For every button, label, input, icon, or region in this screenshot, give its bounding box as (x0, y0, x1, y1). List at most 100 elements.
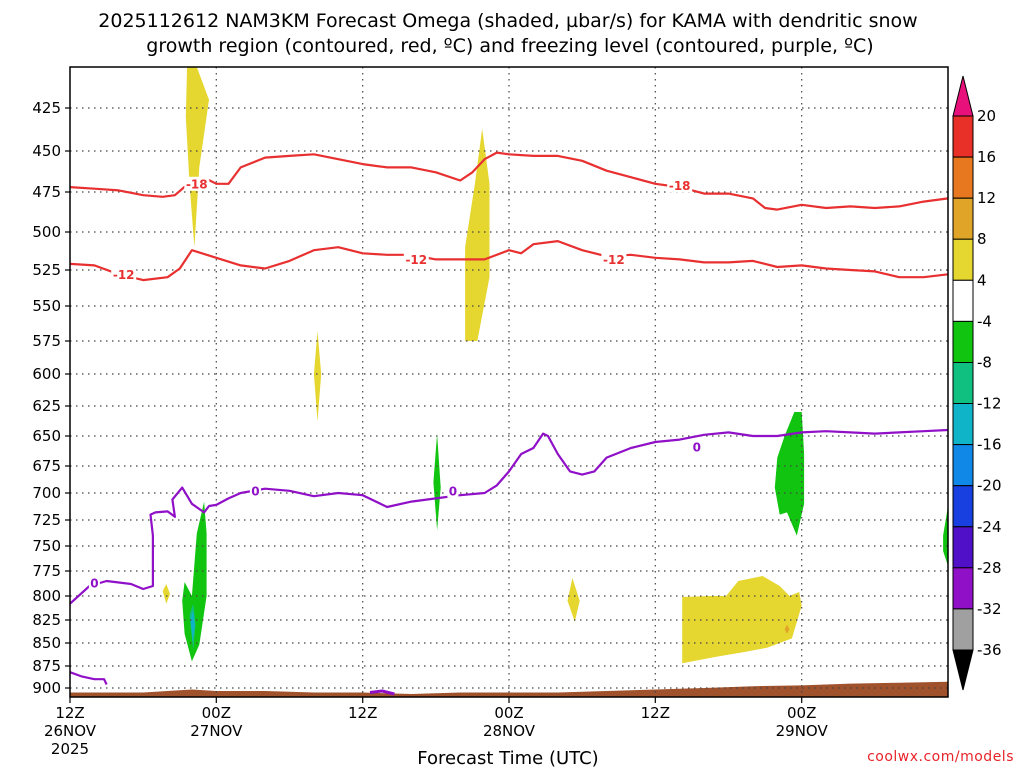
y-tick-label-875: 875 (32, 657, 61, 675)
colorbar-label-10: -24 (977, 518, 1002, 536)
plot-background (70, 67, 948, 697)
chart-title-line-2: growth region (contoured, red, ºC) and f… (146, 35, 873, 57)
contour-label-bg (691, 439, 703, 454)
shade-downward-motion-1 (182, 501, 207, 662)
grid-lines (70, 67, 948, 697)
contour-label-6: 0 (251, 484, 259, 498)
y-tick-label-675: 675 (32, 457, 61, 475)
y-tick-label-525: 525 (32, 261, 61, 279)
colorbar-label-1: 16 (977, 148, 996, 166)
shade-downward-motion-5 (774, 412, 805, 536)
colorbar-bin-1 (952, 156, 974, 199)
y-tick-label-600: 600 (32, 365, 61, 383)
x-tick-label-6-2: 27NOV (190, 722, 243, 740)
colorbar-bin-7 (952, 403, 974, 446)
x-tick-label-24-1: 12Z (641, 704, 670, 722)
colorbar-bin-12 (952, 608, 974, 651)
contour-labels: -18 -18 -12 -12 -12 0 0 0 0 (88, 176, 703, 591)
colorbar-bottom-arrow (952, 649, 974, 691)
contour-label-4: -12 (603, 253, 625, 267)
shade-upward-motion-5 (567, 578, 580, 622)
y-tick-label-900: 900 (32, 679, 61, 697)
colorbar-bin-3 (952, 238, 974, 281)
chart-title-line-1: 2025112612 NAM3KM Forecast Omega (shaded… (98, 10, 917, 32)
colorbar: 20 16 12 8 4 -4 -8 -12 -16 -20 -24 -28 -32 -36 (952, 75, 1002, 691)
contour-label-7: 0 (449, 484, 457, 498)
contour-label-bg (403, 252, 429, 267)
y-tick-label-700: 700 (32, 484, 61, 502)
colorbar-label-4: 4 (977, 271, 987, 289)
colorbar-bin-5 (952, 320, 974, 363)
colorbar-bin-6 (952, 362, 974, 405)
colorbar-label-2: 12 (977, 189, 996, 207)
y-tick-label-450: 450 (32, 142, 61, 160)
shade-downward-motion-6 (943, 506, 948, 566)
y-tick-label-625: 625 (32, 397, 61, 415)
colorbar-bin-11 (952, 567, 974, 610)
contour-freezing-low-2 (369, 689, 395, 696)
colorbar-label-8: -16 (977, 436, 1002, 454)
colorbar-bin-0 (952, 115, 974, 158)
contour-label-bg (667, 178, 693, 193)
shade-upward-motion-6 (682, 576, 802, 664)
shade-upward-motion-4 (162, 584, 170, 604)
x-tick-label-18-1: 00Z (494, 704, 523, 722)
contour-label-bg (88, 576, 100, 590)
shade-downward-motion-3 (190, 610, 195, 642)
contour-label-bg (601, 252, 627, 267)
y-tick-label-575: 575 (32, 332, 61, 350)
y-tick-label-550: 550 (32, 297, 61, 315)
colorbar-bin-9 (952, 485, 974, 528)
contour-label-8: 0 (693, 440, 701, 454)
contour-freezing-low (69, 671, 108, 685)
contour-label-bg (184, 176, 210, 191)
contour-label-bg (249, 483, 261, 498)
y-tick-label-825: 825 (32, 611, 61, 629)
y-tick-label-725: 725 (32, 511, 61, 529)
y-axis: 425 450 475 500 525 550 575 600 625 650 675 700 725 7… (32, 99, 70, 697)
contour-label-3: -12 (405, 253, 427, 267)
contour-label-0: -18 (186, 177, 208, 191)
x-tick-label-18-2: 28NOV (483, 722, 536, 740)
colorbar-bin-10 (952, 526, 974, 569)
colorbar-label-0: 20 (977, 107, 996, 125)
omega-shading (162, 67, 948, 664)
colorbar-label-last: -36 (977, 641, 1002, 659)
colorbar-bin-2 (952, 197, 974, 240)
terrain-fill (70, 681, 948, 697)
x-tick-label-30-1: 00Z (787, 704, 816, 722)
x-axis-label: Forecast Time (UTC) (417, 748, 598, 768)
colorbar-top-arrow (952, 75, 974, 117)
x-tick-label-0-1: 12Z (55, 704, 84, 722)
contour-label-1: -18 (669, 179, 691, 193)
y-tick-label-800: 800 (32, 587, 61, 605)
x-tick-label-0-2: 26NOV (44, 722, 97, 740)
colorbar-label-7: -12 (977, 395, 1002, 413)
shade-upward-motion-2 (465, 128, 490, 341)
colorbar-label-11: -28 (977, 559, 1002, 577)
shade-upward-motion-3 (313, 331, 322, 422)
contour-label-2: -12 (113, 268, 135, 282)
terrain-layer (70, 681, 948, 697)
credit-text: coolwx.com/models (867, 749, 1014, 765)
shade-downward-motion-4 (433, 433, 441, 531)
colorbar-label-12: -32 (977, 600, 1002, 618)
colorbar-label-3: 8 (977, 230, 987, 248)
contour-label-bg (447, 483, 459, 498)
y-tick-label-500: 500 (32, 223, 61, 241)
x-tick-label-6-1: 00Z (202, 704, 231, 722)
y-tick-label-750: 750 (32, 537, 61, 555)
shade-upward-motion-7 (784, 624, 790, 634)
x-tick-label-0-3: 2025 (51, 740, 89, 758)
x-tick-label-12-1: 12Z (348, 704, 377, 722)
contour-minus-12 (69, 240, 949, 282)
colorbar-label-6: -8 (977, 354, 992, 372)
colorbar-bin-4 (952, 279, 974, 322)
contour-label-5: 0 (90, 577, 98, 591)
y-tick-label-425: 425 (32, 99, 61, 117)
colorbar-label-9: -20 (977, 477, 1002, 495)
colorbar-label-5: -4 (977, 312, 992, 330)
x-tick-label-30-2: 29NOV (776, 722, 829, 740)
